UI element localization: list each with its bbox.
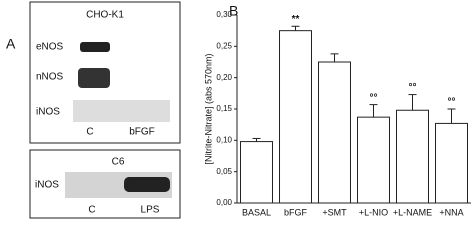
row-label: nNOS: [36, 72, 64, 83]
bar: [357, 116, 390, 204]
significance-mark: °°: [409, 82, 417, 93]
blot-band: [73, 100, 170, 122]
row-label: iNOS: [35, 180, 59, 191]
blot-band: [124, 177, 170, 192]
significance-mark: **: [292, 14, 300, 25]
bar: [279, 30, 312, 204]
x-tick-label: +NNA: [439, 207, 463, 217]
y-tick-label: 0,20: [216, 73, 232, 82]
y-tick-label: 0,15: [216, 104, 232, 113]
x-tick-label: +L-NAME: [393, 207, 432, 217]
blot-band: [80, 42, 110, 52]
bar: [435, 122, 468, 204]
y-tick-label: 0,10: [216, 135, 232, 144]
y-axis-label: [Nitrite-Nitrate] (abs 570nm): [203, 53, 213, 164]
blot-frame: [29, 149, 181, 219]
panel-label: B: [229, 3, 238, 19]
x-tick-label: BASAL: [242, 207, 271, 217]
x-tick-label: +SMT: [322, 207, 347, 217]
x-tick-label: bFGF: [284, 207, 308, 217]
x-tick-label: +L-NIO: [359, 207, 388, 217]
lane-label: C: [86, 127, 93, 138]
y-tick-label: 0,30: [216, 10, 232, 19]
blot-title: CHO-K1: [86, 10, 124, 21]
lane-label: LPS: [141, 205, 160, 216]
figure: A CHO-K1 eNOS nNOS iNOS C bFGF C6 iNOS C…: [6, 1, 471, 219]
row-label: iNOS: [36, 107, 60, 118]
bar: [318, 61, 351, 204]
y-tick-label: 0,05: [216, 167, 232, 176]
y-tick-label: 0,00: [216, 198, 232, 207]
blot-band: [78, 68, 110, 88]
y-tick-label: 0,25: [216, 41, 232, 50]
row-label: eNOS: [36, 42, 64, 53]
significance-mark: °°: [370, 92, 378, 103]
lane-label: bFGF: [129, 127, 155, 138]
blot-frame: [29, 1, 181, 144]
bar: [240, 141, 273, 204]
lane-label: C: [88, 205, 95, 216]
bar: [396, 109, 429, 204]
significance-mark: °°: [448, 97, 456, 108]
panel-label: A: [6, 36, 16, 52]
blot-title: C6: [112, 157, 125, 168]
